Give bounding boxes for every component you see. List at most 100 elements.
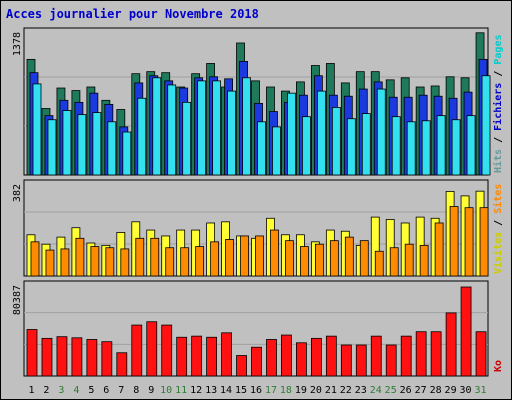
bar-pages-10 (167, 84, 177, 176)
legend-fichiers: Fichiers (492, 83, 504, 131)
bar-sites-21 (329, 240, 339, 277)
bar-sites-15 (240, 235, 249, 277)
x-tick-label: 31 (474, 385, 486, 396)
bar-ko-19 (296, 342, 307, 377)
bar-ko-16 (251, 346, 262, 377)
bar-sites-9 (150, 237, 160, 277)
bar-sites-19 (300, 246, 309, 277)
legend-pages: Pages (493, 35, 504, 65)
legend-visites: Visites (492, 232, 504, 274)
bar-ko-7 (116, 352, 128, 377)
x-tick-label: 22 (340, 385, 352, 396)
bar-pages-5 (92, 112, 102, 176)
x-tick-label: 8 (133, 385, 139, 396)
bar-sites-16 (255, 235, 264, 277)
legend-separator: / (493, 65, 504, 83)
bar-pages-31 (481, 75, 491, 176)
bar-ko-2 (41, 337, 53, 377)
bar-ko-24 (370, 335, 382, 377)
bar-pages-22 (346, 118, 356, 176)
bar-pages-8 (137, 97, 147, 176)
bar-ko-14 (221, 332, 232, 377)
bar-ko-27 (415, 331, 427, 377)
bar-ko-6 (101, 341, 113, 377)
bar-pages-16 (257, 121, 266, 176)
bar-pages-24 (376, 88, 386, 176)
bar-sites-31 (479, 207, 489, 277)
bar-ko-10 (161, 324, 173, 377)
bar-pages-25 (391, 116, 401, 176)
legend-ko: Ko (493, 360, 504, 372)
bar-ko-18 (281, 334, 292, 377)
bar-ko-25 (385, 344, 397, 377)
legend-separator: / (493, 131, 504, 149)
series-legend: Visites / Sites (492, 184, 504, 274)
x-tick-label: 5 (88, 385, 94, 396)
bar-pages-2 (47, 119, 57, 176)
bar-ko-22 (340, 344, 352, 377)
bar-pages-4 (77, 114, 87, 176)
bar-ko-23 (355, 344, 367, 377)
x-tick-label: 1 (28, 385, 34, 396)
x-tick-label: 21 (325, 385, 337, 396)
x-tick-label: 6 (103, 385, 109, 396)
bar-ko-13 (206, 336, 218, 377)
bar-ko-11 (176, 336, 188, 377)
x-tick-label: 14 (220, 385, 232, 396)
series-legend: Hits / Fichiers / Pages (492, 35, 504, 174)
x-tick-label: 11 (175, 385, 187, 396)
legend-hits: Hits (492, 149, 504, 173)
bar-ko-17 (266, 339, 277, 377)
bar-ko-26 (400, 335, 412, 377)
bar-ko-3 (56, 336, 68, 377)
bar-pages-27 (421, 120, 431, 176)
y-max-tick: 382 (12, 184, 23, 202)
bar-pages-26 (406, 121, 416, 176)
bar-ko-30 (460, 286, 472, 377)
bar-pages-18 (287, 92, 296, 176)
bar-ko-31 (475, 331, 487, 377)
bar-sites-2 (45, 249, 55, 277)
bar-sites-10 (165, 247, 175, 277)
bar-pages-15 (242, 77, 251, 176)
bar-sites-25 (389, 247, 399, 277)
bar-pages-9 (152, 77, 162, 176)
bar-sites-18 (285, 240, 294, 277)
bar-ko-28 (430, 331, 442, 377)
x-tick-label: 13 (205, 385, 217, 396)
x-tick-label: 7 (118, 385, 124, 396)
bar-ko-4 (71, 337, 83, 377)
bar-ko-8 (131, 324, 143, 377)
bar-sites-6 (105, 247, 115, 277)
bar-sites-22 (344, 236, 354, 277)
chart-title: Acces journalier pour Novembre 2018 (6, 7, 259, 21)
bar-pages-1 (32, 83, 42, 176)
x-tick-label: 16 (250, 385, 262, 396)
bar-sites-27 (419, 244, 429, 277)
bar-ko-21 (325, 335, 337, 377)
x-tick-label: 20 (310, 385, 322, 396)
bar-ko-15 (236, 355, 247, 377)
bar-sites-28 (434, 222, 444, 277)
x-tick-label: 3 (58, 385, 64, 396)
bar-sites-20 (314, 243, 324, 277)
x-tick-label: 12 (190, 385, 202, 396)
bar-pages-7 (122, 131, 132, 176)
bar-sites-8 (135, 237, 145, 277)
x-tick-label: 4 (73, 385, 79, 396)
x-tick-label: 26 (400, 385, 412, 396)
bar-ko-1 (26, 329, 38, 377)
series-legend: Ko (493, 360, 504, 372)
x-tick-label: 25 (385, 385, 397, 396)
y-max-tick: 1378 (12, 32, 23, 56)
bar-sites-1 (30, 241, 40, 277)
bar-sites-13 (210, 241, 220, 277)
x-tick-label: 30 (460, 385, 472, 396)
bar-ko-5 (86, 339, 98, 377)
x-tick-label: 28 (430, 385, 442, 396)
bar-pages-28 (436, 115, 446, 176)
bar-sites-7 (120, 248, 130, 277)
bar-sites-4 (75, 237, 85, 277)
bar-sites-23 (359, 240, 369, 277)
